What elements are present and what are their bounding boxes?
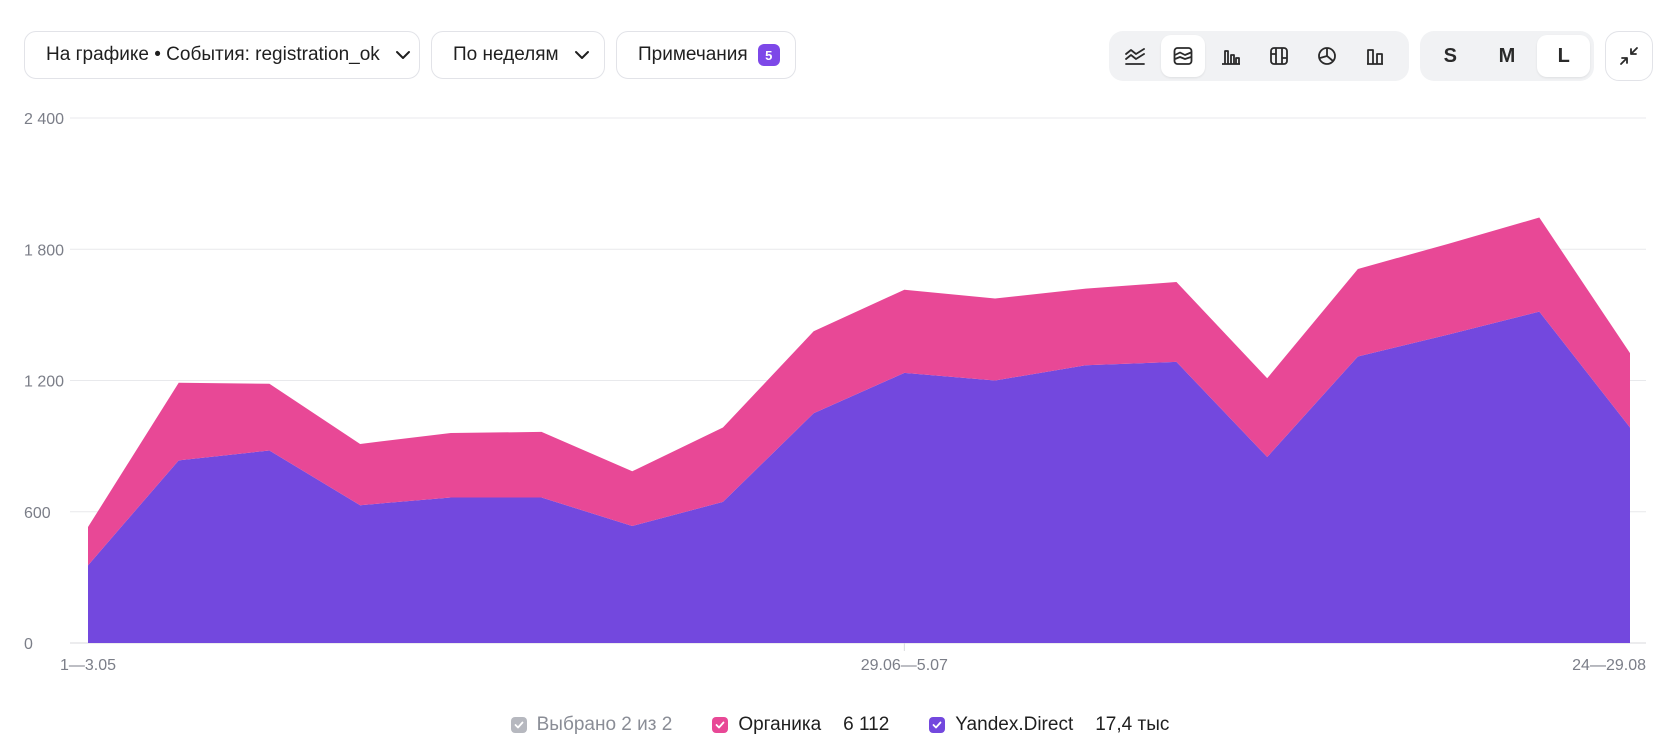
legend-item-name: Органика (738, 714, 822, 735)
size-option-s[interactable]: S (1443, 44, 1457, 67)
legend-item-direct[interactable]: Yandex.Direct 17,4 тыс (929, 714, 1169, 736)
notes-count-badge: 5 (757, 44, 780, 66)
chart-toolbar: На графике • События: registration_ok По… (24, 31, 1653, 81)
chevron-down-icon (574, 51, 589, 59)
check-icon (712, 717, 729, 733)
legend-selected-label: Выбрано 2 из 2 (536, 714, 673, 735)
collapse-icon (1620, 47, 1638, 65)
metric-select[interactable]: На графике • События: registration_ok (24, 31, 420, 79)
legend-item-total: 6 112 (843, 714, 890, 735)
area-series-0[interactable] (88, 311, 1630, 643)
legend-select-all[interactable]: Выбрано 2 из 2 (510, 714, 673, 736)
pie-chart-icon (1318, 47, 1336, 65)
table-chart-icon (1270, 47, 1288, 65)
stacked-area-chart: 0 600 1 200 1 800 2 400 1—3.05 29.06—5.07 24—29… (24, 111, 1646, 674)
legend-item-total: 17,4 тыс (1095, 714, 1170, 735)
area-series-1[interactable] (88, 217, 1630, 566)
chart-type-line[interactable] (1113, 35, 1157, 77)
chart-type-pie[interactable] (1305, 35, 1349, 77)
metric-select-label: На графике • События: registration_ok (46, 44, 380, 65)
stacked-area-chart-icon (1173, 47, 1193, 65)
y-tick-label: 1 200 (24, 374, 64, 391)
chart-type-column[interactable] (1353, 35, 1397, 77)
size-switcher: S M L (1420, 31, 1594, 81)
chart-type-bar[interactable] (1209, 35, 1253, 77)
size-option-m[interactable]: M (1498, 44, 1516, 67)
period-select[interactable]: По неделям (431, 31, 605, 79)
notes-button-label: Примечания (638, 44, 748, 65)
y-tick-label: 1 800 (24, 242, 64, 259)
legend-item-name: Yandex.Direct (955, 714, 1074, 735)
check-icon (929, 717, 946, 733)
period-select-label: По неделям (453, 44, 559, 65)
chart-type-switcher (1109, 31, 1409, 81)
legend-item-organic[interactable]: Органика 6 112 (712, 714, 889, 736)
check-icon (510, 717, 527, 733)
x-tick-label: 24—29.08 (1572, 657, 1646, 674)
x-tick-label: 29.06—5.07 (861, 657, 948, 674)
bar-chart-icon (1222, 50, 1240, 65)
chevron-down-icon (395, 51, 410, 59)
chart-legend: Выбрано 2 из 2 Органика 6 112 Yandex.Dir… (0, 712, 1680, 738)
column-chart-icon (1367, 49, 1383, 65)
x-tick-label: 1—3.05 (60, 657, 116, 674)
y-tick-label: 0 (24, 636, 33, 653)
line-chart-icon (1125, 48, 1145, 65)
collapse-button[interactable] (1605, 31, 1653, 81)
y-tick-label: 600 (24, 505, 51, 522)
chart-type-stacked-area[interactable] (1161, 35, 1205, 77)
y-tick-label: 2 400 (24, 111, 64, 128)
chart-axes: 0 600 1 200 1 800 2 400 1—3.05 29.06—5.07 24—29… (24, 111, 1646, 674)
chart-areas (88, 217, 1630, 643)
notes-button[interactable]: Примечания 5 (616, 31, 796, 79)
chart-type-table[interactable] (1257, 35, 1301, 77)
size-option-l[interactable]: L (1537, 35, 1591, 77)
